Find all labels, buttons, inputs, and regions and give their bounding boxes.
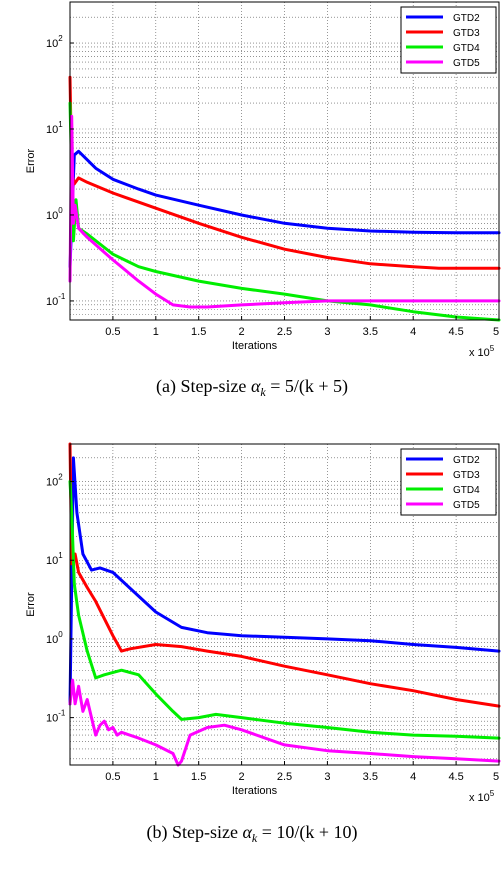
y-tick-label: 101 xyxy=(46,120,63,136)
x-tick-label: 2.5 xyxy=(277,771,292,783)
series-line-gtd5 xyxy=(68,114,501,309)
x-tick-label: 1.5 xyxy=(191,326,206,338)
y-tick-label: 102 xyxy=(46,34,63,50)
y-axis-label: Error xyxy=(25,592,37,617)
x-multiplier: x 105 xyxy=(469,344,495,359)
x-tick-label: 1 xyxy=(153,326,159,338)
series-line-gtd5 xyxy=(68,678,501,767)
legend: GTD2 GTD3 GTD4 GTD5 xyxy=(400,448,497,516)
series-line-gtd2 xyxy=(68,149,501,269)
x-tick-label: 1 xyxy=(153,771,159,783)
x-tick-label: 4.5 xyxy=(448,326,463,338)
x-tick-label: 4 xyxy=(410,771,416,783)
series-line-gtd4 xyxy=(68,480,501,740)
legend-label-gtd4: GTD4 xyxy=(453,43,480,54)
x-tick-label: 2 xyxy=(239,771,245,783)
chart-panel-1: 0.5 1 1.5 2 2.5 3 3.5 4 4.5 5 10-1 100 101 102 Iterati… xyxy=(25,1,501,399)
legend-label-gtd5: GTD5 xyxy=(453,58,480,69)
chart-panel-2: 0.5 1 1.5 2 2.5 3 3.5 4 4.5 5 10-1 100 101 102 Iterati… xyxy=(25,442,501,845)
y-tick-label: 102 xyxy=(46,473,63,489)
x-tick-label: 2 xyxy=(239,326,245,338)
x-multiplier: x 105 xyxy=(469,789,495,804)
series-line-gtd3 xyxy=(68,442,501,708)
y-axis-label: Error xyxy=(25,148,37,173)
x-tick-label: 0.5 xyxy=(105,771,120,783)
x-tick-label: 3 xyxy=(324,771,330,783)
figure-caption: (b) Step-size αk = 10/(k + 10) xyxy=(146,822,357,845)
x-tick-label: 1.5 xyxy=(191,771,206,783)
legend-label-gtd5: GTD5 xyxy=(453,500,480,511)
x-tick-label: 5 xyxy=(493,771,499,783)
y-tick-label: 10-1 xyxy=(46,709,66,725)
x-tick-label: 5 xyxy=(493,326,499,338)
y-tick-label: 101 xyxy=(46,551,63,567)
x-tick-label: 2.5 xyxy=(277,326,292,338)
x-tick-label: 3.5 xyxy=(363,326,378,338)
y-tick-label: 10-1 xyxy=(46,292,66,308)
figure-caption: (a) Step-size αk = 5/(k + 5) xyxy=(156,376,348,399)
x-tick-label: 0.5 xyxy=(105,326,120,338)
y-tick-label: 100 xyxy=(46,206,63,222)
x-tick-label: 3 xyxy=(324,326,330,338)
legend-label-gtd3: GTD3 xyxy=(453,28,480,39)
y-tick-label: 100 xyxy=(46,630,63,646)
legend-label-gtd2: GTD2 xyxy=(453,455,480,466)
legend-label-gtd2: GTD2 xyxy=(453,13,480,24)
x-tick-label: 3.5 xyxy=(363,771,378,783)
legend: GTD2 GTD3 GTD4 GTD5 xyxy=(400,6,497,74)
legend-label-gtd3: GTD3 xyxy=(453,470,480,481)
x-axis-label: Iterations xyxy=(232,785,278,797)
x-tick-label: 4 xyxy=(410,326,416,338)
x-axis-label: Iterations xyxy=(232,340,278,352)
legend-label-gtd4: GTD4 xyxy=(453,485,480,496)
series-line-gtd3 xyxy=(68,75,501,270)
series-line-gtd2 xyxy=(68,456,501,706)
x-tick-label: 4.5 xyxy=(448,771,463,783)
